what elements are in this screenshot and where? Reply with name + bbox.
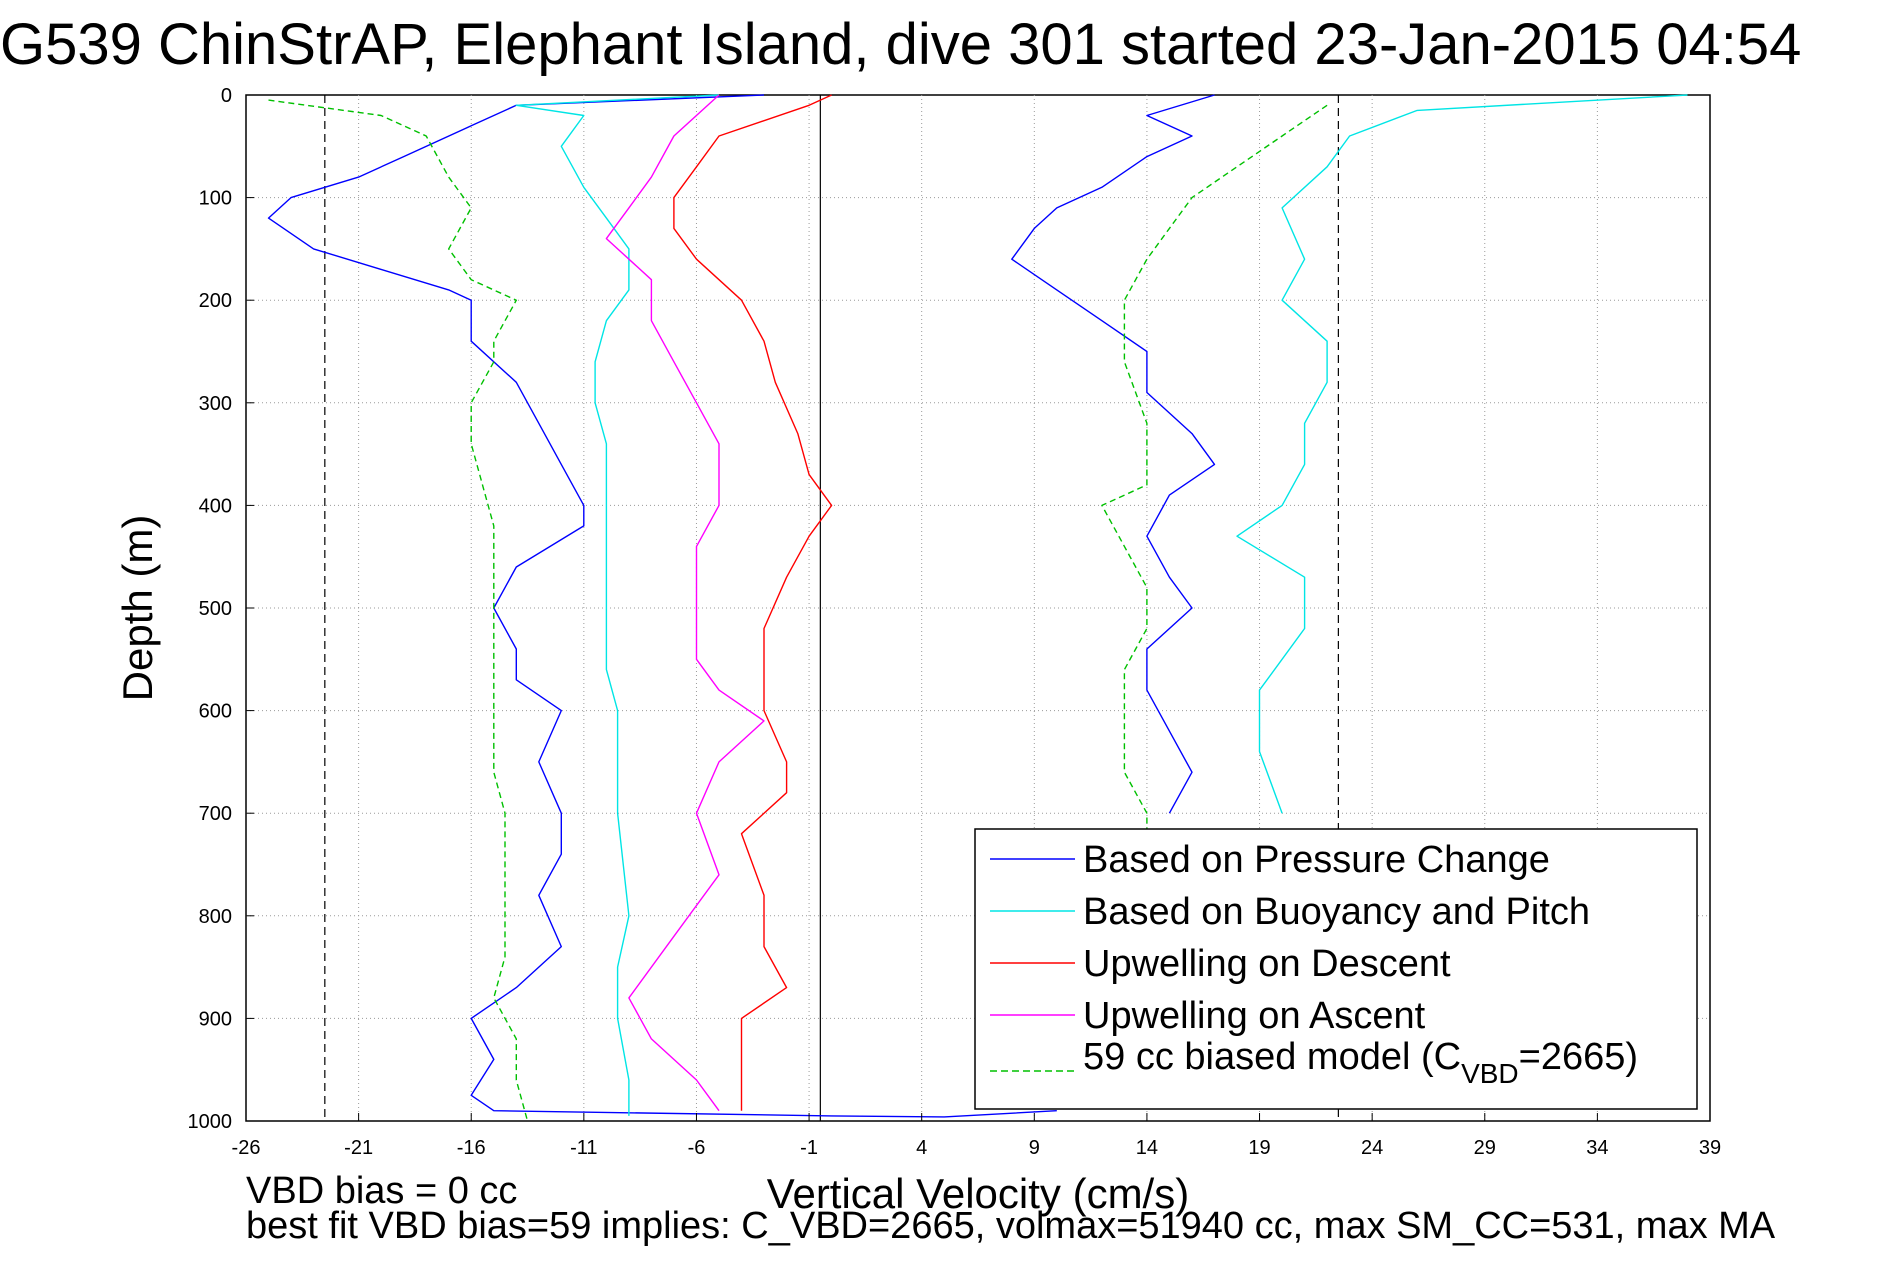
y-tick-label: 400 [199,495,232,517]
legend-label-model: 59 cc biased model (CVBD=2665) [1083,1036,1638,1089]
y-tick-label: 500 [199,598,232,620]
legend-model-suffix: =2665) [1519,1036,1638,1078]
x-tick-label: 24 [1361,1137,1383,1159]
x-tick-label: 9 [1029,1137,1040,1159]
legend-model-sub: VBD [1461,1058,1519,1089]
legend-label-buoyancy: Based on Buoyancy and Pitch [1083,891,1590,933]
y-tick-label: 800 [199,906,232,928]
series-pressure_descent [267,94,1057,1118]
series-pressure_ascent [1011,94,1216,814]
chart-title: G539 ChinStrAP, Elephant Island, dive 30… [0,12,1801,77]
y-tick-label: 100 [199,188,232,210]
y-tick-label: 300 [199,393,232,415]
y-tick-label: 600 [199,701,232,723]
y-tick-label: 0 [221,85,232,107]
series-model_descent [268,99,529,1122]
y-tick-label: 1000 [188,1111,233,1133]
x-tick-label: -6 [688,1137,706,1159]
y-tick-label: 900 [199,1008,232,1030]
series-buoyancy_descent [515,94,720,1116]
series-buoyancy_ascent [1236,94,1688,814]
best-fit-note: best fit VBD bias=59 implies: C_VBD=2665… [246,1205,1776,1247]
axis-ticks: -26 -21 -16 -11 -6 -1 4 9 14 19 24 29 34 39 0 100 200 300… [188,85,1722,1159]
x-tick-label: 29 [1474,1137,1496,1159]
y-tick-label: 700 [199,803,232,825]
x-tick-label: -1 [800,1137,818,1159]
x-tick-label: 19 [1248,1137,1270,1159]
x-tick-label: 4 [916,1137,927,1159]
series-upwelling_ascent [605,94,765,1112]
legend-label-upwell-ascent: Upwelling on Ascent [1083,995,1426,1037]
x-tick-label: 14 [1136,1137,1158,1159]
legend-box [974,828,1698,1110]
x-tick-label: 39 [1699,1137,1721,1159]
y-tick-label: 200 [199,290,232,312]
legend-label-pressure: Based on Pressure Change [1083,839,1550,881]
legend: Based on Pressure Change Based on Buoyan… [974,828,1698,1110]
series-model_ascent [1101,104,1328,834]
reference-lines [324,95,1339,1121]
x-axis-label: Vertical Velocity (cm/s) [767,1170,1189,1217]
legend-model-prefix: 59 cc biased model (C [1083,1036,1461,1078]
legend-label-upwell-descent: Upwelling on Descent [1083,943,1451,985]
series-upwelling_descent [673,94,833,1111]
x-tick-label: -16 [457,1137,486,1159]
series-lines [267,94,1688,1122]
vbd-bias-note: VBD bias = 0 cc [246,1170,517,1212]
x-tick-label: 34 [1586,1137,1608,1159]
x-tick-label: -26 [232,1137,261,1159]
y-axis-label: Depth (m) [114,515,161,702]
x-tick-label: -21 [344,1137,373,1159]
x-tick-label: -11 [570,1137,597,1159]
